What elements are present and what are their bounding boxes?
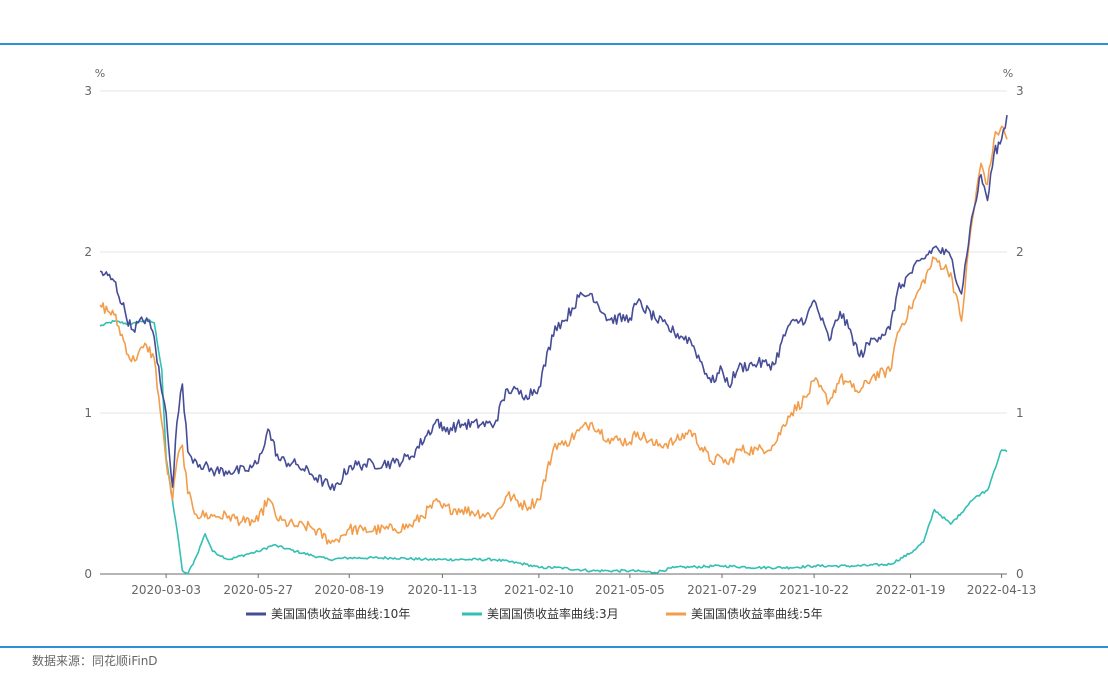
- x-tick-label: 2022-01-19: [876, 583, 946, 597]
- x-tick-label: 2022-04-13: [967, 583, 1037, 597]
- y-tick-label-right: 3: [1016, 84, 1024, 98]
- y-unit-right: %: [1003, 67, 1013, 80]
- y-tick-label-left: 3: [84, 84, 92, 98]
- x-tick-label: 2020-11-13: [408, 583, 478, 597]
- series-line-five-year: [99, 125, 1008, 545]
- x-tick-label: 2021-10-22: [779, 583, 849, 597]
- y-tick-label-right: 1: [1016, 406, 1024, 420]
- legend-item: 美国国债收益率曲线:3月: [462, 606, 619, 621]
- x-tick-label: 2021-07-29: [687, 583, 757, 597]
- x-tick-label: 2020-08-19: [314, 583, 384, 597]
- y-tick-label-left: 1: [84, 406, 92, 420]
- legend-item: 美国国债收益率曲线:10年: [246, 606, 410, 621]
- series-line-ten-year: [99, 114, 1008, 492]
- data-source-note: 数据来源：同花顺iFinD: [32, 654, 158, 668]
- y-tick-label-right: 0: [1016, 567, 1024, 581]
- y-unit-left: %: [95, 67, 105, 80]
- legend-label: 美国国债收益率曲线:3月: [487, 606, 619, 621]
- y-tick-label-right: 2: [1016, 245, 1024, 259]
- top-divider: [0, 43, 1108, 45]
- legend-label: 美国国债收益率曲线:10年: [271, 606, 410, 621]
- x-tick-label: 2021-05-05: [595, 583, 665, 597]
- y-tick-label-left: 0: [84, 567, 92, 581]
- yield-curve-chart: 0 0 1 1 2 2 3 3% % 2020-03-03 2020-05-27 2020-08-19…: [84, 67, 1037, 621]
- x-tick-label: 2020-03-03: [131, 583, 201, 597]
- x-tick-label: 2020-05-27: [223, 583, 293, 597]
- legend-item: 美国国债收益率曲线:5年: [666, 606, 823, 621]
- legend-label: 美国国债收益率曲线:5年: [691, 606, 823, 621]
- series-line-three-month: [99, 318, 1008, 575]
- x-tick-label: 2021-02-10: [504, 583, 574, 597]
- bottom-divider: [0, 646, 1108, 648]
- y-tick-label-left: 2: [84, 245, 92, 259]
